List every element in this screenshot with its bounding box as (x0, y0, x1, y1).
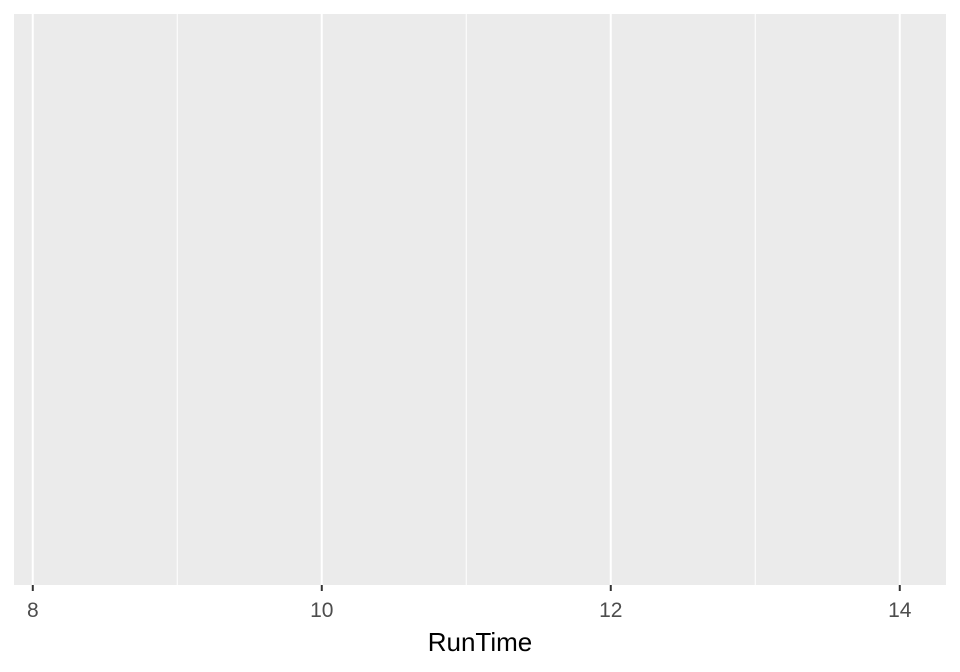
x-tick-label-10: 10 (310, 599, 333, 622)
major-gridlines (31, 14, 901, 585)
minor-gridlines (176, 14, 756, 585)
plot-panel (14, 14, 946, 585)
x-tick-label-14: 14 (888, 599, 912, 622)
x-tick-label-8: 8 (27, 599, 39, 622)
x-axis-tick-labels: 8 10 12 14 (27, 599, 912, 622)
x-axis-ticks (31, 585, 901, 591)
x-axis-title: RunTime (428, 627, 533, 657)
x-tick-label-12: 12 (599, 599, 622, 622)
